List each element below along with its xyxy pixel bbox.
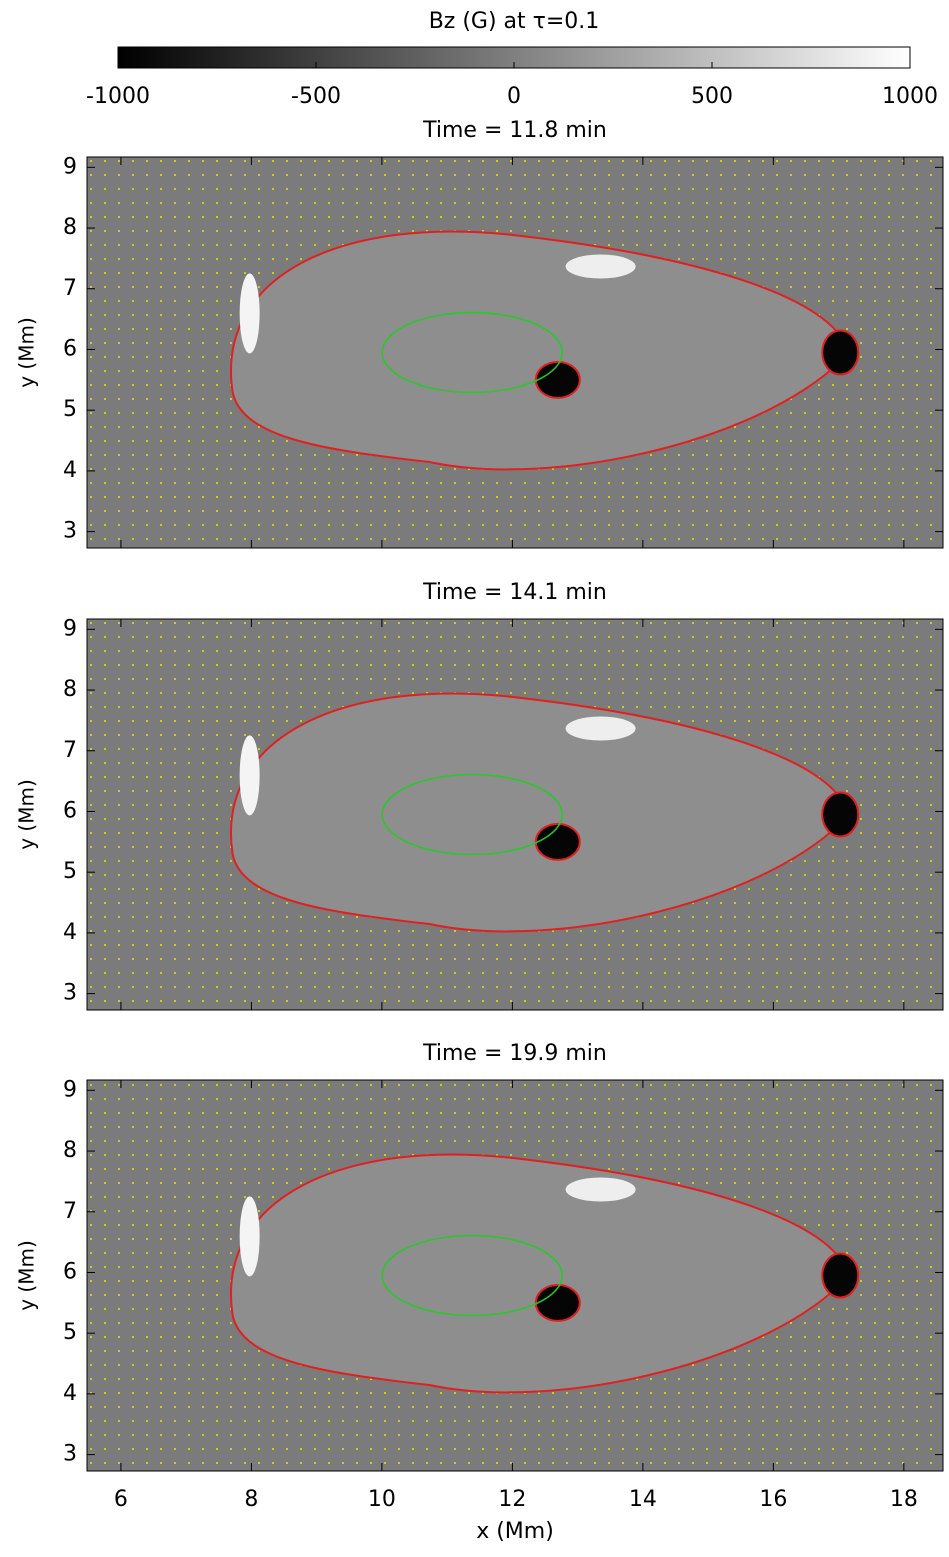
y-tick-label: 4 [63, 1381, 77, 1406]
y-tick-label: 3 [63, 1442, 77, 1467]
panel-title: Time = 19.9 min [422, 1041, 607, 1066]
y-axis-label: y (Mm) [15, 1240, 39, 1311]
negative-polarity [534, 822, 581, 861]
y-tick-label: 4 [63, 920, 77, 945]
negative-polarity [821, 329, 860, 376]
x-tick-label: 14 [629, 1487, 657, 1512]
y-axis-label: y (Mm) [15, 779, 39, 850]
y-tick-label: 7 [63, 738, 77, 763]
negative-polarity [534, 1283, 581, 1322]
y-tick-label: 7 [63, 276, 77, 301]
colorbar-tick-label: 0 [507, 84, 521, 109]
contour [381, 311, 563, 394]
y-tick-label: 6 [63, 798, 77, 823]
colorbar-title: Bz (G) at τ=0.1 [429, 9, 600, 34]
negative-polarity [821, 791, 860, 838]
x-tick-label: 6 [114, 1487, 128, 1512]
positive-polarity [565, 716, 636, 741]
plot-frame [86, 156, 944, 549]
contour [381, 773, 563, 856]
y-tick-label: 5 [63, 859, 77, 884]
y-tick-label: 9 [63, 616, 77, 641]
colorbar-tick-label: 1000 [882, 84, 938, 109]
positive-polarity [239, 273, 260, 354]
y-tick-label: 3 [63, 519, 77, 544]
x-tick-label: 8 [244, 1487, 258, 1512]
negative-polarity [821, 1252, 860, 1299]
y-tick-label: 9 [63, 1077, 77, 1102]
negative-polarity [534, 360, 581, 399]
contour [381, 1234, 563, 1317]
x-tick-label: 12 [498, 1487, 526, 1512]
colorbar-tick-label: -1000 [86, 84, 150, 109]
y-tick-label: 7 [63, 1199, 77, 1224]
positive-polarity [565, 1177, 636, 1202]
y-tick-label: 9 [63, 154, 77, 179]
y-tick-label: 6 [63, 1259, 77, 1284]
x-tick-label: 18 [890, 1487, 918, 1512]
y-tick-label: 3 [63, 981, 77, 1006]
y-tick-label: 5 [63, 397, 77, 422]
x-tick-label: 16 [759, 1487, 787, 1512]
y-tick-label: 8 [63, 1138, 77, 1163]
plot-frame [86, 1079, 944, 1472]
x-tick-label: 10 [368, 1487, 396, 1512]
x-axis-label: x (Mm) [476, 1519, 554, 1544]
positive-polarity [239, 735, 260, 816]
panel-title: Time = 14.1 min [422, 580, 607, 605]
colorbar-tick-label: 500 [691, 84, 733, 109]
y-tick-label: 6 [63, 336, 77, 361]
positive-polarity [565, 254, 636, 279]
y-tick-label: 8 [63, 677, 77, 702]
y-axis-label: y (Mm) [15, 317, 39, 388]
positive-polarity [239, 1196, 260, 1277]
y-tick-label: 5 [63, 1320, 77, 1345]
colorbar-tick-label: -500 [291, 84, 341, 109]
plot-frame [86, 618, 944, 1011]
panel-title: Time = 11.8 min [422, 118, 607, 143]
y-tick-label: 4 [63, 458, 77, 483]
y-tick-label: 8 [63, 215, 77, 240]
